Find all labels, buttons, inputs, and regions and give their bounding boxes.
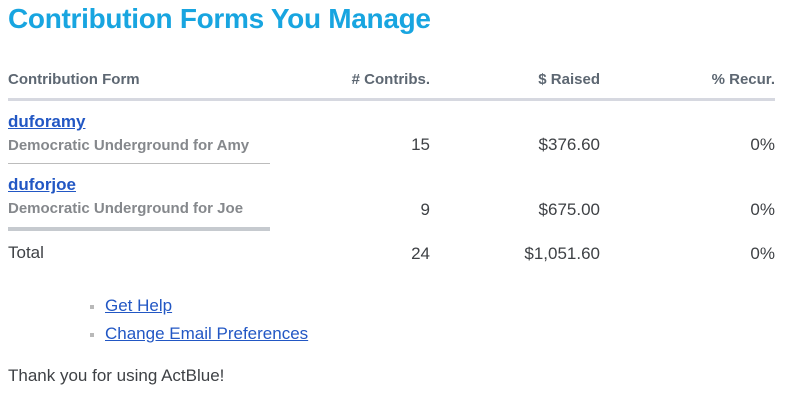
change-email-preferences-link[interactable]: Change Email Preferences: [105, 324, 309, 343]
recur-value: 0%: [750, 134, 775, 154]
quick-links-list: Get Help Change Email Preferences: [68, 296, 775, 344]
form-name: Democratic Underground for Joe: [8, 200, 244, 217]
get-help-link[interactable]: Get Help: [105, 296, 173, 315]
contribs-value: 9: [420, 200, 430, 219]
total-contribs-value: 24: [411, 244, 430, 263]
contribution-forms-table: Contribution Form # Contribs. $ Raised %…: [8, 71, 775, 264]
form-link-duforjoe[interactable]: duforjoe: [8, 175, 76, 194]
form-cell: duforjoe Democratic Underground for Joe: [8, 163, 270, 231]
footer-message: Thank you for using ActBlue!: [8, 366, 225, 385]
column-header-raised: $ Raised: [430, 71, 600, 101]
page-title: Contribution Forms You Manage: [8, 3, 431, 34]
list-item: Get Help: [105, 296, 775, 316]
recur-value: 0%: [750, 200, 775, 219]
total-recur-value: 0%: [750, 244, 775, 263]
raised-value: $675.00: [538, 200, 600, 219]
total-label: Total: [8, 243, 44, 262]
table-row: duforjoe Democratic Underground for Joe …: [8, 163, 775, 231]
list-item: Change Email Preferences: [105, 324, 775, 344]
table-header-row: Contribution Form # Contribs. $ Raised %…: [8, 71, 775, 101]
form-name: Democratic Underground for Amy: [8, 137, 250, 154]
column-header-form: Contribution Form: [8, 71, 270, 101]
table-row: duforamy Democratic Underground for Amy …: [8, 99, 775, 164]
total-raised-value: $1,051.60: [524, 244, 600, 263]
raised-value: $376.60: [538, 134, 600, 154]
column-header-recur: % Recur.: [600, 71, 775, 101]
total-row: Total 24 $1,051.60 0%: [8, 229, 775, 264]
form-cell: duforamy Democratic Underground for Amy: [8, 99, 270, 164]
column-header-contribs: # Contribs.: [270, 71, 430, 101]
contribs-value: 15: [411, 134, 430, 154]
form-link-duforamy[interactable]: duforamy: [8, 112, 86, 131]
page-container: Contribution Forms You Manage Contributi…: [0, 0, 785, 386]
